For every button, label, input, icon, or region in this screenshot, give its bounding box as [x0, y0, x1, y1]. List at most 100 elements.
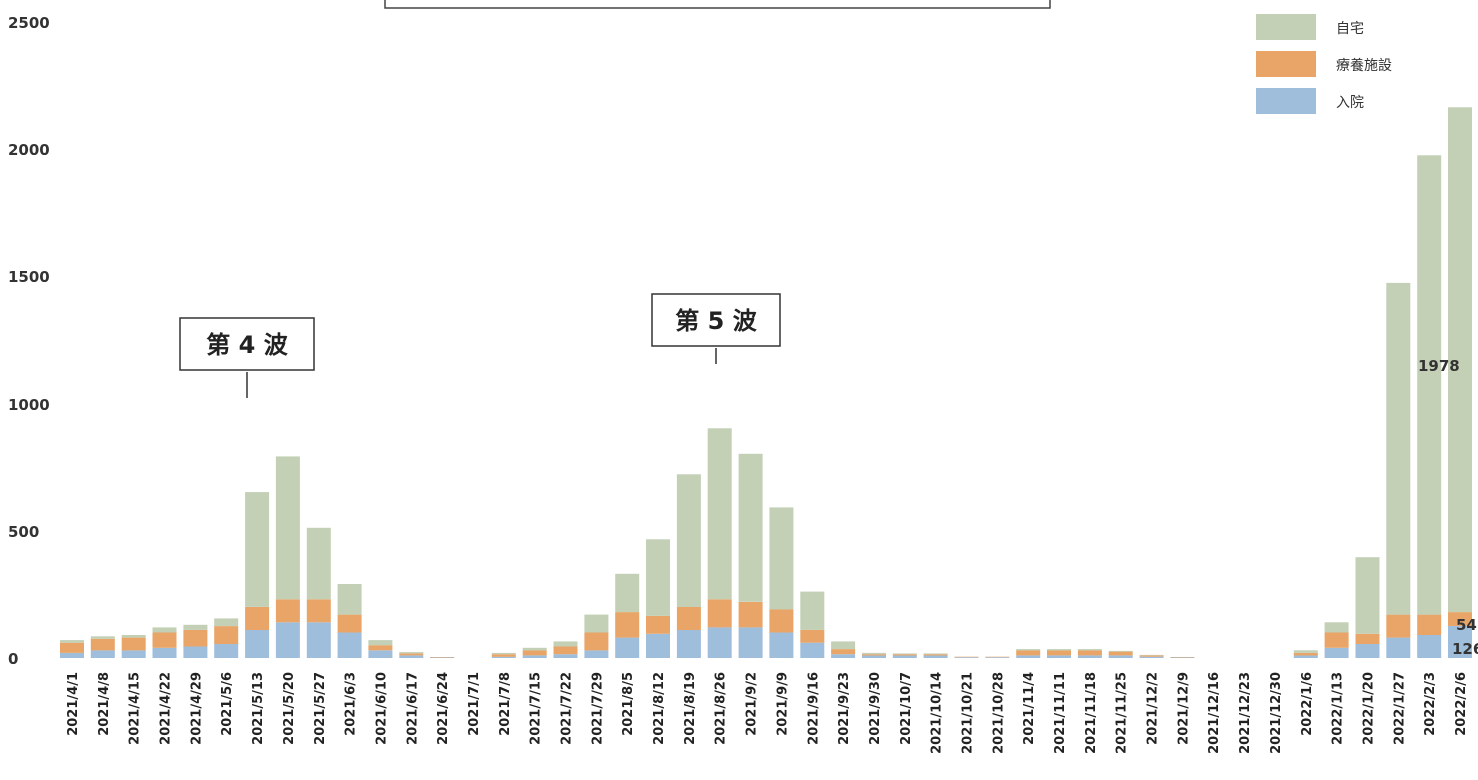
- bar-segment-hospital: [91, 650, 115, 658]
- bar-segment-home: [924, 653, 948, 654]
- y-tick-2000: 2000: [8, 141, 50, 159]
- x-tick-label: 2022/2/6: [1454, 672, 1469, 736]
- x-tick-label: 2021/4/8: [97, 672, 112, 736]
- bar-segment-home: [492, 653, 516, 654]
- bar-segment-facility: [399, 653, 423, 655]
- bar-segment-hospital: [554, 654, 578, 658]
- y-tick-500: 500: [8, 523, 39, 541]
- bar-segment-home: [60, 640, 84, 643]
- bar-segment-hospital: [338, 633, 362, 659]
- bar-segment-home: [183, 625, 207, 630]
- bar-segment-hospital: [646, 634, 670, 658]
- bar-segment-home: [739, 454, 763, 602]
- x-tick-label: 2021/9/16: [806, 672, 821, 745]
- x-tick-label: 2021/9/30: [868, 672, 883, 745]
- bar-segment-hospital: [153, 648, 177, 658]
- bar-segment-hospital: [1109, 655, 1133, 658]
- bar-segment-hospital: [60, 653, 84, 658]
- bar-segment-home: [1294, 650, 1318, 653]
- x-tick-label: 2022/1/27: [1392, 672, 1407, 745]
- bar-segment-facility: [492, 654, 516, 657]
- bar-segment-hospital: [584, 650, 608, 658]
- annotation-label: 第 5 波: [675, 307, 757, 335]
- bar-segment-home: [893, 653, 917, 654]
- bar-segment-facility: [924, 654, 948, 655]
- legend-swatch-hospital: [1256, 88, 1316, 114]
- x-tick-label: 2021/12/2: [1146, 672, 1161, 745]
- bar-segment-home: [862, 653, 886, 654]
- bar-segment-hospital: [1016, 655, 1040, 658]
- x-tick-label: 2021/7/8: [498, 672, 513, 736]
- bar-segment-home: [800, 592, 824, 630]
- bar-segment-facility: [1356, 634, 1380, 644]
- bar-segment-hospital: [523, 655, 547, 658]
- x-tick-label: 2021/9/23: [837, 672, 852, 745]
- bar-segment-facility: [1417, 615, 1441, 635]
- x-tick-label: 2022/1/6: [1300, 672, 1315, 736]
- x-tick-label: 2021/9/9: [775, 672, 790, 736]
- bar-segment-facility: [338, 615, 362, 633]
- bar-segment-facility: [1047, 650, 1071, 655]
- data-label-hospital: 126: [1452, 640, 1478, 658]
- bar-segment-hospital: [307, 622, 331, 658]
- bar-segment-hospital: [1140, 657, 1164, 658]
- x-tick-label: 2021/7/29: [590, 672, 605, 745]
- bar-segment-home: [831, 641, 855, 649]
- bar-segment-home: [615, 574, 639, 612]
- bar-segment-hospital: [214, 644, 238, 658]
- x-tick-label: 2021/12/23: [1238, 672, 1253, 754]
- x-tick-label: 2021/12/16: [1207, 672, 1222, 754]
- bar-segment-facility: [91, 639, 115, 651]
- bar-segment-home: [1386, 283, 1410, 615]
- bar-segment-hospital: [955, 657, 979, 658]
- bar-segment-home: [276, 456, 300, 599]
- bar-segment-facility: [800, 630, 824, 643]
- x-tick-label: 2021/5/27: [313, 672, 328, 745]
- bar-segment-home: [214, 618, 238, 626]
- data-label-home: 1978: [1418, 357, 1460, 375]
- bar-segment-hospital: [122, 650, 146, 658]
- bar-segment-home: [338, 584, 362, 615]
- bar-segment-facility: [831, 649, 855, 654]
- bar-segment-facility: [368, 645, 392, 650]
- bar-segment-facility: [430, 657, 454, 658]
- y-tick-1500: 1500: [8, 268, 50, 286]
- bar-segment-hospital: [399, 655, 423, 658]
- bar-segment-home: [708, 428, 732, 599]
- bar-segment-hospital: [677, 630, 701, 658]
- x-tick-label: 2022/1/13: [1331, 672, 1346, 745]
- bar-segment-hospital: [739, 627, 763, 658]
- bar-segment-home: [1078, 649, 1102, 650]
- bar-segment-home: [1047, 649, 1071, 650]
- bar-segment-hospital: [985, 657, 1009, 658]
- bar-segment-facility: [646, 616, 670, 634]
- x-tick-label: 2021/6/17: [405, 672, 420, 745]
- bar-segment-hospital: [1047, 655, 1071, 658]
- bar-segment-facility: [1140, 655, 1164, 656]
- bar-segment-home: [1109, 651, 1133, 652]
- bar-segment-home: [584, 615, 608, 633]
- bar-segment-facility: [1170, 657, 1194, 658]
- legend-label-home: 自宅: [1336, 21, 1364, 37]
- x-tick-label: 2021/10/14: [930, 672, 945, 754]
- bar-segment-facility: [1386, 615, 1410, 638]
- x-tick-label: 2021/10/7: [899, 672, 914, 745]
- x-tick-label: 2021/6/24: [436, 672, 451, 745]
- bar-segment-facility: [1325, 633, 1349, 648]
- bar-segment-home: [399, 652, 423, 653]
- bar-segment-hospital: [245, 630, 269, 658]
- x-tick-label: 2021/5/6: [220, 672, 235, 736]
- bar-segment-facility: [122, 638, 146, 651]
- bar-segment-hospital: [492, 657, 516, 658]
- bar-segment-hospital: [368, 650, 392, 658]
- bar-segment-hospital: [708, 627, 732, 658]
- bar-segment-facility: [1016, 650, 1040, 655]
- bar-segment-home: [677, 474, 701, 607]
- x-tick-label: 2021/4/29: [189, 672, 204, 745]
- bar-segment-hospital: [1356, 644, 1380, 658]
- bar-segment-facility: [677, 607, 701, 630]
- bar-segment-hospital: [276, 622, 300, 658]
- bar-segment-hospital: [924, 655, 948, 658]
- x-tick-label: 2021/9/2: [745, 672, 760, 736]
